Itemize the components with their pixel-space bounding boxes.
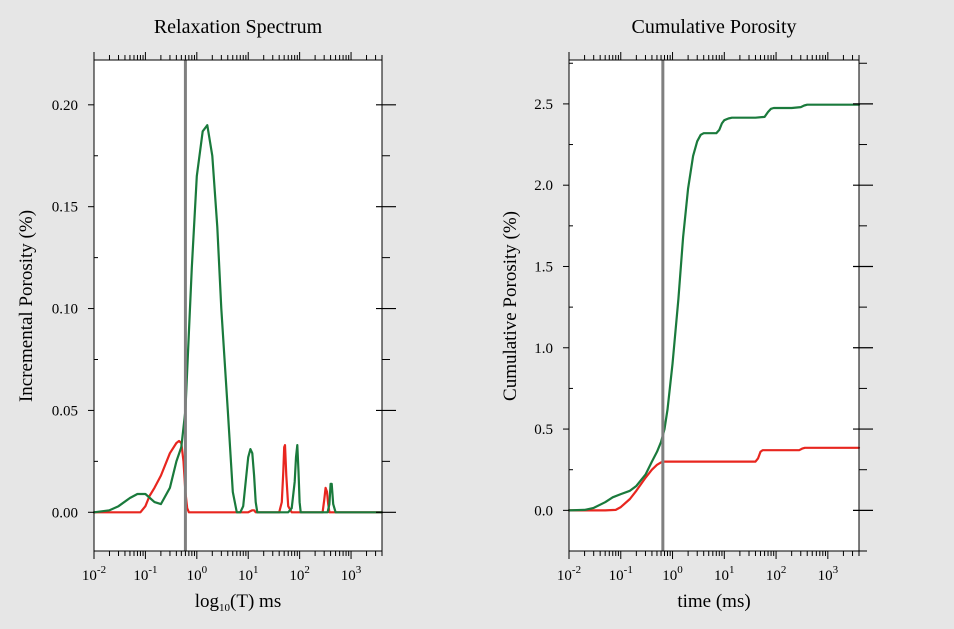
x-tick-label: 10-1: [609, 564, 633, 584]
x-tick-label: 100: [187, 564, 208, 584]
x-tick-base: 10: [289, 568, 304, 584]
x-tick-label: 102: [766, 564, 787, 584]
y-tick-label: 0.00: [52, 505, 78, 521]
y-axis-label: Incremental Porosity (%): [16, 210, 37, 402]
y-tick-label: 2.0: [534, 178, 553, 194]
y-tick-label: 0.0: [534, 503, 553, 519]
x-tick-exponent: 0: [202, 564, 208, 576]
plot-frame: [568, 59, 860, 552]
plot-area: [94, 60, 382, 551]
cumulative-porosity-chart: Cumulative Porosity 0.00.51.01.52.02.510…: [500, 16, 873, 612]
series-line-green: [92, 124, 384, 514]
x-tick-label: 103: [341, 564, 362, 584]
series-group: [92, 60, 384, 551]
x-tick-base: 10: [766, 568, 781, 584]
x-tick-label: 102: [289, 564, 310, 584]
x-tick-label: 10-2: [557, 564, 581, 584]
plot-frame: [93, 59, 383, 552]
x-tick-base: 10: [609, 568, 624, 584]
x-tick-label: 10-1: [133, 564, 157, 584]
x-tick-base: 10: [341, 568, 356, 584]
x-axis-label-rest: (T) ms: [230, 591, 281, 612]
x-axis-label-sub: 10: [219, 602, 231, 614]
y-tick-label: 0.15: [52, 200, 78, 216]
y-tick-label: 1.5: [534, 259, 553, 275]
x-tick-base: 10: [133, 568, 148, 584]
x-tick-exponent: -2: [572, 564, 581, 576]
x-tick-label: 101: [714, 564, 735, 584]
y-tick-label: 0.05: [52, 403, 78, 419]
series-group: [567, 60, 861, 551]
x-axis-label-base: log: [195, 591, 220, 612]
x-tick-exponent: 3: [356, 564, 362, 576]
x-axis-label: log10(T) ms: [195, 591, 281, 614]
series-line-green: [567, 103, 861, 512]
x-tick-base: 10: [818, 568, 833, 584]
x-tick-label: 10-2: [82, 564, 106, 584]
x-tick-base: 10: [557, 568, 572, 584]
x-tick-base: 10: [714, 568, 729, 584]
x-tick-exponent: 2: [304, 564, 310, 576]
y-axis-label: Cumulative Porosity (%): [500, 211, 521, 401]
y-tick-label: 2.5: [534, 97, 553, 113]
x-tick-label: 103: [818, 564, 839, 584]
x-tick-label: 101: [238, 564, 259, 584]
x-tick-exponent: 1: [729, 564, 735, 576]
chart-title: Cumulative Porosity: [632, 16, 797, 38]
y-tick-label: 0.20: [52, 98, 78, 114]
x-tick-exponent: -2: [97, 564, 106, 576]
x-tick-exponent: 1: [253, 564, 259, 576]
relaxation-spectrum-chart: Relaxation Spectrum 0.00 0.05 0.10 0.15 0.20…: [16, 16, 396, 614]
y-tick-label: 1.0: [534, 341, 553, 357]
x-tick-base: 10: [82, 568, 97, 584]
x-tick-exponent: -1: [148, 564, 157, 576]
x-tick-base: 10: [187, 568, 202, 584]
x-axis-label: time (ms): [677, 591, 750, 612]
x-tick-exponent: 3: [833, 564, 839, 576]
axis-ticks: 0.00.51.01.52.02.510-2 10-1 100 101 102 103: [534, 52, 873, 584]
x-tick-exponent: 2: [781, 564, 787, 576]
y-tick-label: 0.5: [534, 422, 553, 438]
x-tick-label: 100: [662, 564, 683, 584]
y-tick-label: 0.10: [52, 302, 78, 318]
series-line-red: [567, 446, 861, 512]
chart-title: Relaxation Spectrum: [154, 16, 323, 38]
x-tick-base: 10: [662, 568, 677, 584]
x-tick-exponent: -1: [624, 564, 633, 576]
x-tick-base: 10: [238, 568, 253, 584]
plot-area: [569, 60, 859, 551]
x-tick-exponent: 0: [677, 564, 683, 576]
series-line-red: [92, 439, 384, 514]
